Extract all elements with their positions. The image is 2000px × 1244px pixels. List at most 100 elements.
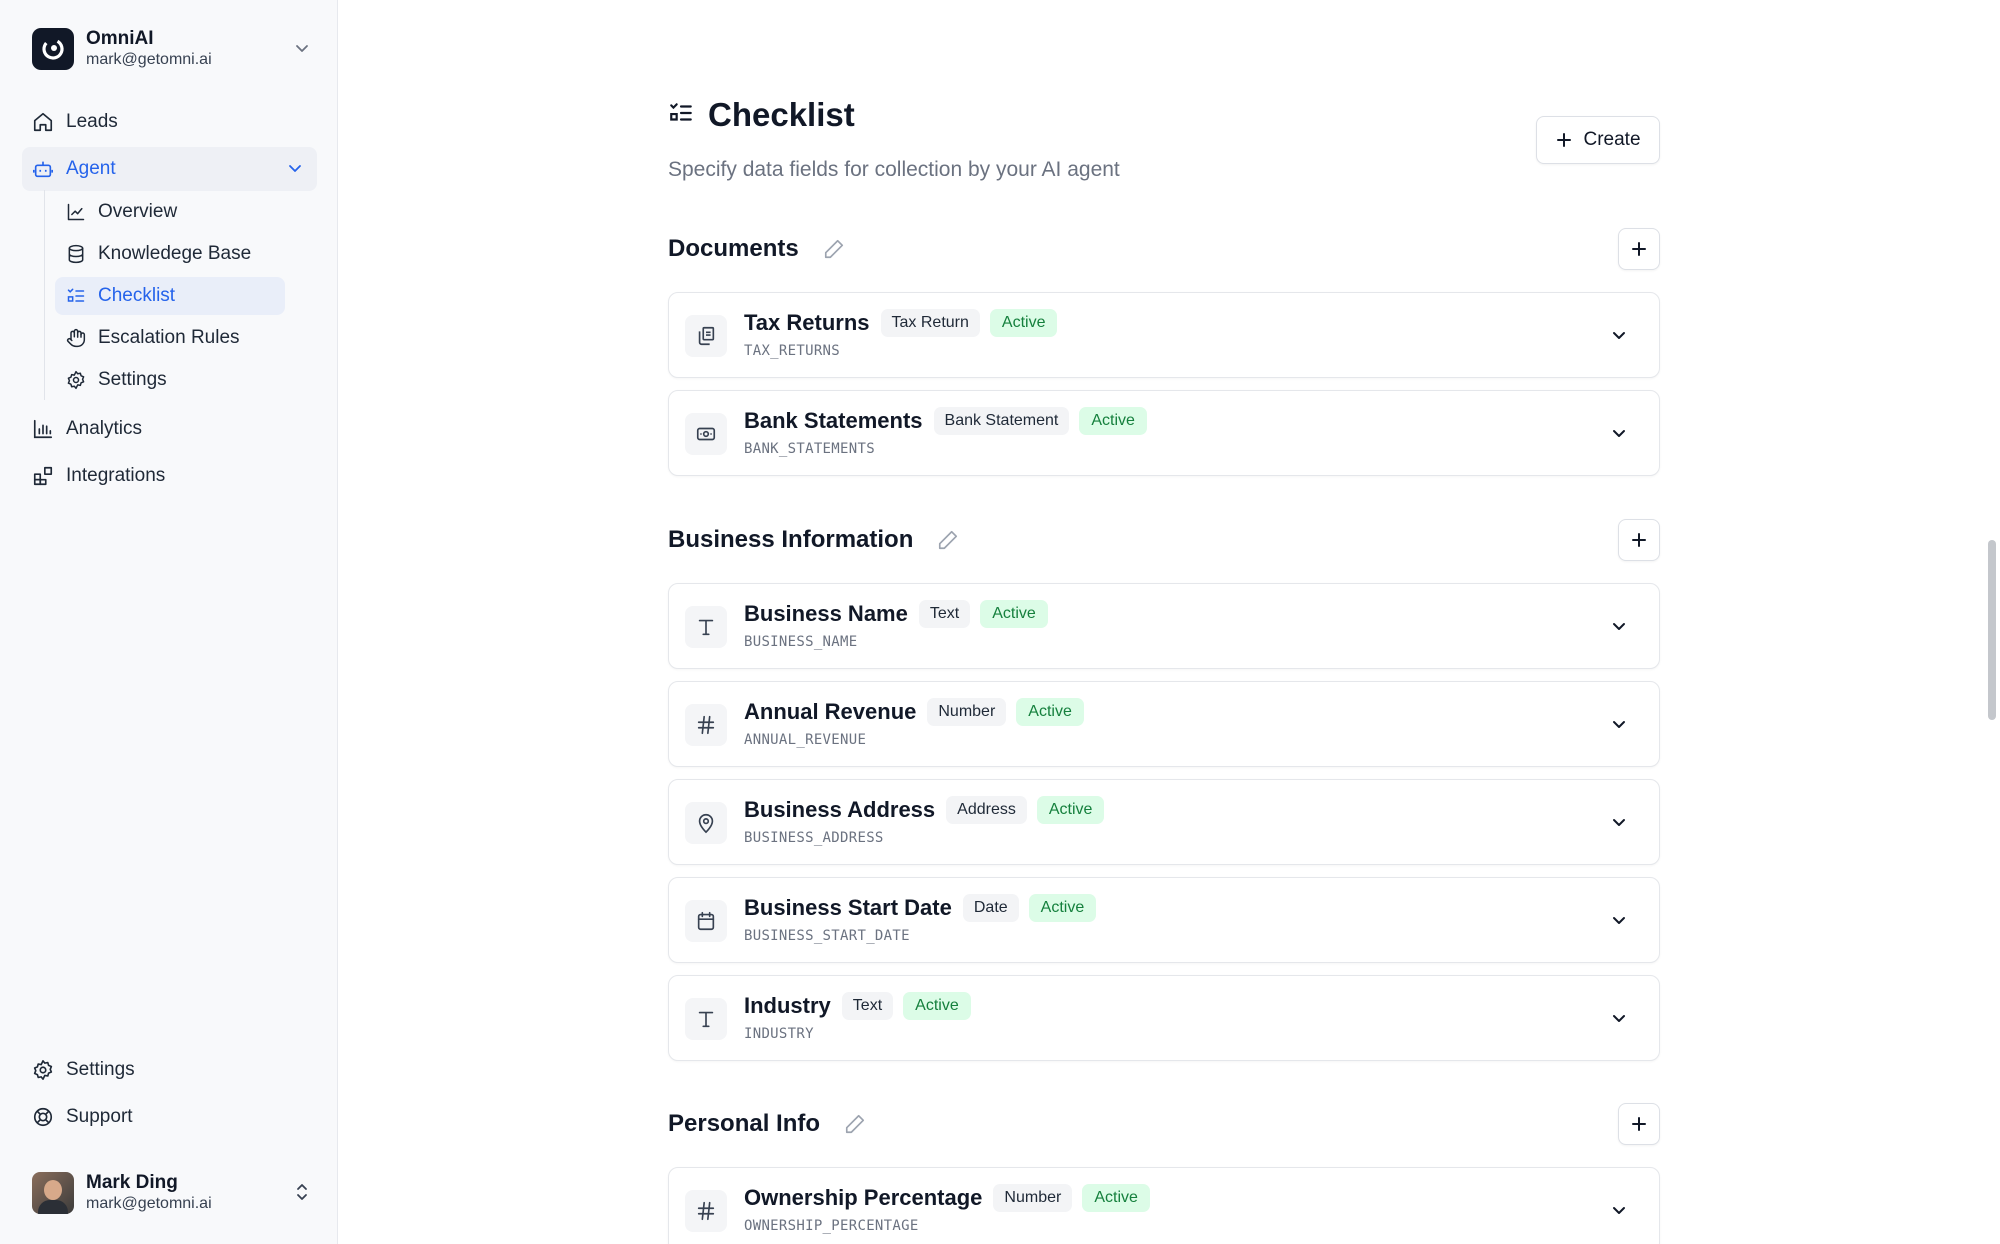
org-email: mark@getomni.ai	[86, 51, 212, 68]
section-title: Documents	[668, 235, 799, 262]
field-key: INDUSTRY	[744, 1026, 814, 1042]
text-icon	[685, 606, 727, 648]
chevron-down-icon[interactable]	[1609, 1008, 1629, 1033]
field-card[interactable]: Tax Returns Tax Return Active TAX_RETURN…	[668, 292, 1660, 378]
status-badge: Active	[1036, 796, 1105, 824]
blocks-icon	[32, 465, 54, 487]
create-label: Create	[1583, 129, 1641, 150]
hand-icon	[65, 327, 87, 349]
pencil-icon[interactable]	[823, 238, 845, 260]
chevrons-up-down-icon[interactable]	[292, 1181, 312, 1208]
status-badge: Active	[1079, 407, 1147, 435]
org-switcher[interactable]: OmniAI mark@getomni.ai	[32, 26, 312, 72]
pencil-icon[interactable]	[937, 529, 959, 551]
nav-item-settings[interactable]: Settings	[22, 1048, 317, 1092]
map-pin-icon	[685, 802, 727, 844]
home-icon	[32, 111, 54, 133]
hash-icon	[685, 1190, 727, 1232]
list-checks-icon	[65, 285, 87, 307]
field-name: Annual Revenue	[744, 699, 917, 724]
type-tag: Number	[993, 1184, 1073, 1212]
add-field-button[interactable]	[1618, 228, 1660, 270]
chevron-down-icon[interactable]	[285, 158, 305, 184]
field-key: BUSINESS_NAME	[744, 634, 858, 650]
section-documents: Documents	[668, 228, 1660, 270]
field-name: Ownership Percentage	[744, 1185, 983, 1210]
line-chart-icon	[65, 201, 87, 223]
bar-chart-icon	[32, 418, 54, 440]
nav-item-knowledge-base[interactable]: Knowledege Base	[55, 235, 285, 273]
type-tag: Bank Statement	[933, 407, 1070, 435]
pencil-icon[interactable]	[844, 1113, 866, 1135]
type-tag: Address	[946, 796, 1027, 824]
nav-item-leads[interactable]: Leads	[22, 100, 317, 144]
add-field-button[interactable]	[1618, 519, 1660, 561]
add-field-button[interactable]	[1618, 1103, 1660, 1145]
status-badge: Active	[1082, 1184, 1150, 1212]
field-key: ANNUAL_REVENUE	[744, 732, 867, 748]
chevron-down-icon[interactable]	[1609, 910, 1629, 935]
type-tag: Number	[927, 698, 1007, 726]
type-tag: Text	[841, 992, 894, 1020]
hash-icon	[685, 704, 727, 746]
nav-item-overview[interactable]: Overview	[55, 193, 285, 231]
field-key: OWNERSHIP_PERCENTAGE	[744, 1218, 919, 1234]
user-menu[interactable]: Mark Ding mark@getomni.ai	[32, 1170, 312, 1216]
scrollbar[interactable]	[1988, 540, 1996, 720]
chevron-down-icon[interactable]	[292, 38, 312, 63]
field-card[interactable]: Business Start Date Date Active BUSINESS…	[668, 877, 1660, 963]
chevron-down-icon[interactable]	[1609, 325, 1629, 350]
gear-icon	[65, 369, 87, 391]
nav-item-support[interactable]: Support	[22, 1095, 317, 1139]
nav-item-checklist[interactable]: Checklist	[55, 277, 285, 315]
field-card[interactable]: Annual Revenue Number Active ANNUAL_REVE…	[668, 681, 1660, 767]
chevron-down-icon[interactable]	[1609, 714, 1629, 739]
field-card[interactable]: Industry Text Active INDUSTRY	[668, 975, 1660, 1061]
sidebar: OmniAI mark@getomni.ai Leads Agent Overv…	[0, 0, 338, 1244]
page-subtitle: Specify data fields for collection by yo…	[668, 158, 1120, 181]
nav-label: Analytics	[66, 418, 143, 439]
bot-icon	[32, 158, 54, 180]
avatar	[32, 1172, 74, 1214]
chevron-down-icon[interactable]	[1609, 423, 1629, 448]
nav-item-agent-settings[interactable]: Settings	[55, 361, 285, 399]
section-title: Business Information	[668, 526, 914, 553]
calendar-icon	[685, 900, 727, 942]
banknote-icon	[685, 413, 727, 455]
chevron-down-icon[interactable]	[1609, 616, 1629, 641]
gear-icon	[32, 1059, 54, 1081]
text-icon	[685, 998, 727, 1040]
section-business-information: Business Information	[668, 519, 1660, 561]
nav-label: Leads	[66, 111, 118, 132]
plus-icon	[1555, 131, 1573, 149]
type-tag: Text	[918, 600, 971, 628]
field-key: BUSINESS_ADDRESS	[744, 830, 884, 846]
field-card[interactable]: Business Name Text Active BUSINESS_NAME	[668, 583, 1660, 669]
nav-item-escalation-rules[interactable]: Escalation Rules	[55, 319, 285, 357]
field-card[interactable]: Business Address Address Active BUSINESS…	[668, 779, 1660, 865]
database-icon	[65, 243, 87, 265]
create-button[interactable]: Create	[1536, 116, 1660, 164]
field-card[interactable]: Bank Statements Bank Statement Active BA…	[668, 390, 1660, 476]
page-header: Checklist	[668, 96, 855, 134]
type-tag: Date	[962, 894, 1019, 922]
field-name: Tax Returns	[744, 310, 870, 335]
submenu-line	[44, 190, 45, 400]
nav-label: Escalation Rules	[98, 327, 240, 348]
nav-item-analytics[interactable]: Analytics	[22, 407, 317, 451]
status-badge: Active	[903, 992, 971, 1020]
section-personal-info: Personal Info	[668, 1103, 1660, 1145]
chevron-down-icon[interactable]	[1609, 1200, 1629, 1225]
field-key: BANK_STATEMENTS	[744, 441, 875, 457]
field-card[interactable]: Ownership Percentage Number Active OWNER…	[668, 1167, 1660, 1244]
field-name: Bank Statements	[744, 408, 923, 433]
type-tag: Tax Return	[880, 309, 980, 337]
list-checks-icon	[668, 100, 694, 131]
org-name: OmniAI	[86, 28, 154, 49]
chevron-down-icon[interactable]	[1609, 812, 1629, 837]
nav-label: Integrations	[66, 465, 166, 486]
nav-item-integrations[interactable]: Integrations	[22, 454, 317, 498]
nav-item-agent[interactable]: Agent	[22, 147, 317, 191]
field-name: Industry	[744, 993, 831, 1018]
field-name: Business Start Date	[744, 895, 952, 920]
